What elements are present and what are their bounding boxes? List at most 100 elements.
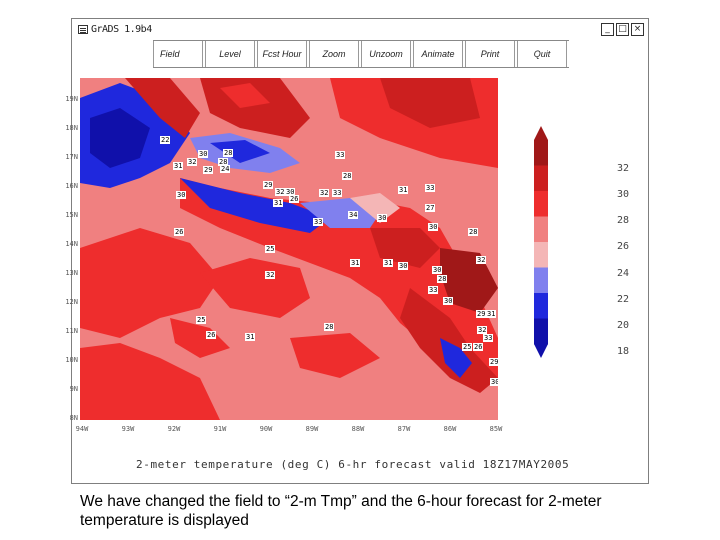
map-value-label: 29 [203, 166, 214, 174]
map-value-label: 28 [468, 228, 479, 236]
map-value-label: 31 [398, 186, 409, 194]
lon-label: 89W [305, 425, 319, 433]
lon-label: 93W [121, 425, 135, 433]
lon-label: 94W [75, 425, 89, 433]
map-value-label: 28 [437, 275, 448, 283]
colorbar-segment [534, 293, 548, 319]
colorbar-label: 22 [617, 294, 630, 305]
lat-label: 14N [65, 240, 78, 248]
map-value-label: 22 [160, 136, 171, 144]
map-value-label: 30 [377, 214, 388, 222]
close-button[interactable]: × [631, 23, 644, 36]
map-value-label: 34 [348, 211, 359, 219]
lat-label: 15N [65, 211, 78, 219]
map-value-label: 28 [223, 149, 234, 157]
map-value-label: 28 [218, 158, 229, 166]
lat-label: 18N [65, 124, 78, 132]
map-value-label: 33 [335, 151, 346, 159]
map-value-label: 32 [187, 158, 198, 166]
map-value-label: 31 [486, 310, 497, 318]
unzoom-button[interactable]: Unzoom [361, 41, 411, 67]
lat-label: 16N [65, 182, 78, 190]
map-value-label: 28 [342, 172, 353, 180]
map-value-label: 26 [174, 228, 185, 236]
lat-label: 8N [69, 414, 78, 422]
lon-label: 91W [213, 425, 227, 433]
colorbar-label: 20 [617, 320, 630, 331]
map-value-label: 29 [489, 358, 498, 366]
map-shading [80, 78, 498, 420]
colorbar-segment [534, 267, 548, 294]
window-controls: _ □ × [601, 23, 644, 36]
plot-title: 2-meter temperature (deg C) 6-hr forecas… [136, 458, 570, 471]
lat-label: 12N [65, 298, 78, 306]
lon-label: 86W [443, 425, 457, 433]
colorbar-label: 30 [617, 189, 630, 200]
lat-label: 19N [65, 95, 78, 103]
map-value-label: 32 [319, 189, 330, 197]
map-value-label: 32 [275, 188, 286, 196]
temperature-map[interactable]: 22 30 28 32 31 28 29 24 30 33 28 29 32 3… [80, 78, 498, 420]
map-value-label: 29 [263, 181, 274, 189]
fcst-hour-button[interactable]: Fcst Hour [257, 41, 307, 67]
map-value-label: 33 [483, 334, 494, 342]
colorbar-top-arrow [534, 126, 548, 140]
menu-bar: Field Level Fcst Hour Zoom Unzoom Animat… [153, 40, 569, 68]
map-value-label: 26 [473, 343, 484, 351]
map-value-label: 26 [289, 195, 300, 203]
maximize-button[interactable]: □ [616, 23, 629, 36]
title-bar[interactable]: GrADS 1.9b4 _ □ × [72, 19, 648, 41]
map-value-label: 25 [196, 316, 207, 324]
map-value-label: 25 [462, 343, 473, 351]
colorbar-segment [534, 242, 548, 268]
map-value-label: 32 [265, 271, 276, 279]
map-value-label: 33 [332, 189, 343, 197]
map-value-label: 28 [324, 323, 335, 331]
colorbar-segment [534, 140, 548, 166]
lat-label: 17N [65, 153, 78, 161]
map-value-label: 30 [285, 188, 296, 196]
colorbar-bottom-arrow [534, 344, 548, 358]
print-button[interactable]: Print [465, 41, 515, 67]
lon-label: 92W [167, 425, 181, 433]
colorbar-label: 24 [617, 268, 630, 279]
lon-label: 88W [351, 425, 365, 433]
lat-label: 13N [65, 269, 78, 277]
lat-label: 11N [65, 327, 78, 335]
lon-label: 90W [259, 425, 273, 433]
field-button[interactable]: Field [153, 41, 203, 67]
lat-label: 9N [69, 385, 78, 393]
lat-label: 10N [65, 356, 78, 364]
map-value-label: 30 [398, 262, 409, 270]
colorbar-segment [534, 191, 548, 217]
animate-button[interactable]: Animate [413, 41, 463, 67]
lon-label: 85W [489, 425, 503, 433]
map-value-label: 30 [443, 297, 454, 305]
colorbar-segment [534, 318, 548, 345]
slide-caption: We have changed the field to “2-m Tmp” a… [80, 493, 602, 529]
app-menu-icon[interactable] [78, 25, 88, 34]
colorbar-segment [534, 165, 548, 192]
map-value-label: 31 [383, 259, 394, 267]
map-value-label: 24 [220, 165, 231, 173]
map-value-label: 30 [198, 150, 209, 158]
quit-button[interactable]: Quit [517, 41, 567, 67]
map-value-label: 27 [425, 204, 436, 212]
map-value-label: 31 [350, 259, 361, 267]
map-value-label: 30 [428, 223, 439, 231]
colorbar-segment [534, 216, 548, 243]
map-value-label: 33 [313, 218, 324, 226]
window-title: GrADS 1.9b4 [91, 24, 152, 35]
colorbar-label: 26 [617, 241, 630, 252]
level-button[interactable]: Level [205, 41, 255, 67]
colorbar-label: 32 [617, 163, 630, 174]
map-value-label: 33 [425, 184, 436, 192]
map-value-label: 25 [265, 245, 276, 253]
map-value-label: 26 [206, 331, 217, 339]
minimize-button[interactable]: _ [601, 23, 614, 36]
colorbar-label: 18 [617, 346, 630, 357]
map-value-label: 32 [476, 256, 487, 264]
map-value-label: 30 [176, 191, 187, 199]
lon-label: 87W [397, 425, 411, 433]
zoom-button[interactable]: Zoom [309, 41, 359, 67]
